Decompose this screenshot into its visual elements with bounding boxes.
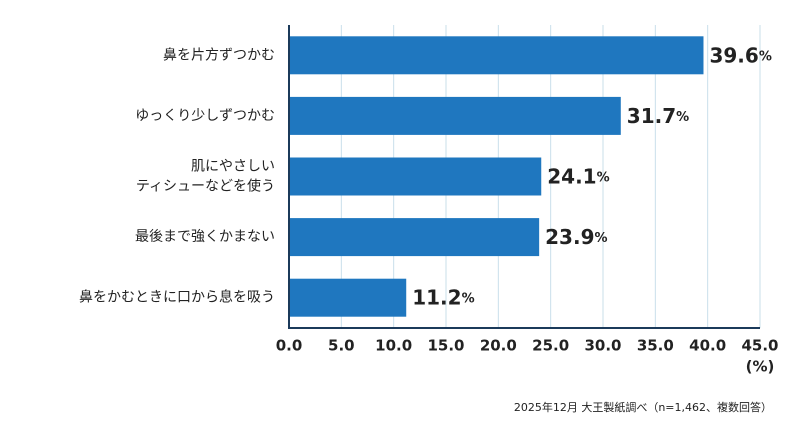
value-label: 39.6% [709,43,771,67]
footnote: 2025年12月 大王製紙調べ（n=1,462、複数回答） [514,400,772,414]
x-tick-label: 10.0 [375,337,412,355]
y-tick-label: 鼻をかむときに口から息を吸う [79,289,275,306]
value-label: 11.2% [412,285,474,309]
y-tick-label: 肌にやさしいティシューなどを使う [136,159,275,195]
x-tick-label: 35.0 [637,337,674,355]
y-tick-label: ゆっくり少しずつかむ [135,108,275,124]
x-tick-label: 0.0 [276,337,303,355]
y-tick-label: 最後まで強くかまない [135,229,275,245]
x-tick-label: 45.0 [741,337,778,355]
value-label: 31.7% [627,103,689,127]
value-label: 24.1% [547,164,609,188]
bar [289,36,704,75]
x-tick-label: 25.0 [532,337,569,355]
bar [289,278,407,317]
x-tick-label: 20.0 [480,337,517,355]
x-tick-label: 30.0 [584,337,621,355]
x-tick-label: 40.0 [689,337,726,355]
y-tick-label: 鼻を片方ずつかむ [163,46,275,63]
bar [289,218,540,257]
x-tick-label: 5.0 [328,337,355,355]
bar [289,157,542,196]
x-axis-label: (%) [746,358,775,376]
bar [289,96,621,135]
x-tick-label: 15.0 [427,337,464,355]
value-label: 23.9% [545,225,607,249]
